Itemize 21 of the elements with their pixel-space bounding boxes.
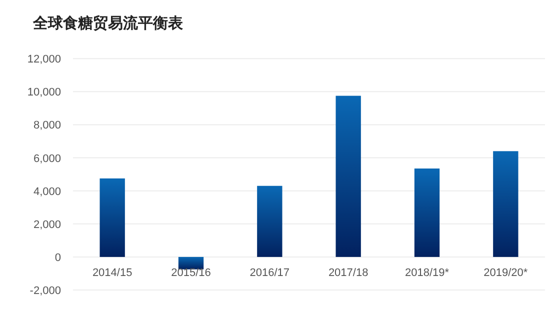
x-tick-label: 2018/19* (404, 266, 450, 279)
x-tick-label: 2015/16 (171, 266, 211, 279)
bar (257, 186, 282, 257)
x-tick-label: 2017/18 (328, 266, 368, 279)
bar (178, 256, 204, 270)
y-tick-label: 8,000 (33, 120, 61, 132)
y-tick-label: 0 (54, 252, 61, 264)
bar (336, 96, 361, 257)
y-tick-label: 12,000 (27, 54, 61, 66)
x-tick-label: 2014/15 (92, 266, 132, 279)
y-tick-label: 4,000 (33, 186, 61, 198)
bar (414, 168, 440, 257)
y-tick-label: 6,000 (33, 152, 61, 165)
y-tick-label: -2,000 (30, 285, 61, 297)
bar (493, 151, 518, 257)
bar (100, 178, 125, 257)
x-tick-label: 2016/17 (250, 266, 290, 279)
chart-title: 全球食糖贸易流平衡表 (32, 14, 184, 32)
x-tick-label: 2019/20* (484, 266, 528, 279)
y-tick-label: 10,000 (27, 86, 61, 99)
y-tick-label: 2,000 (33, 218, 61, 231)
